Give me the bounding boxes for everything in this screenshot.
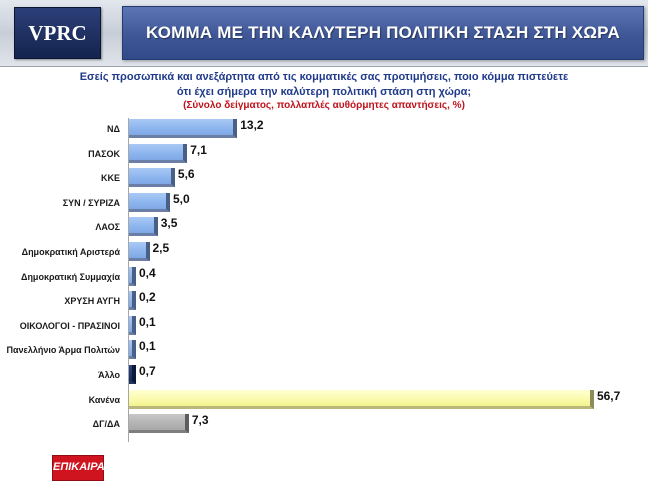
value-label: 5,0 <box>173 191 190 206</box>
category-label: Κανένα <box>88 394 120 405</box>
logo-text: VPRC <box>28 21 87 45</box>
value-label: 0,4 <box>139 265 156 280</box>
bar <box>129 340 136 360</box>
category-label: ΛΑΟΣ <box>95 222 120 233</box>
value-label: 2,5 <box>152 241 170 255</box>
bar <box>129 315 136 335</box>
title-banner: ΚΟΜΜΑ ΜΕ ΤΗΝ ΚΑΛΥΤΕΡΗ ΠΟΛΙΤΙΚΗ ΣΤΑΣΗ ΣΤΗ… <box>122 6 644 60</box>
category-label: ΔΓ/ΔΑ <box>92 419 120 430</box>
category-label: ΠΑΣΟΚ <box>88 148 120 159</box>
bar <box>129 192 170 212</box>
value-label: 0,1 <box>139 339 156 354</box>
value-label: 7,3 <box>191 413 209 428</box>
bar <box>129 291 136 311</box>
category-label: ΚΚΕ <box>100 173 120 184</box>
sample-note: (Σύνολο δείγματος, πολλαπλές αυθόρμητες … <box>183 100 465 111</box>
category-label: Δημοκρατική Συμμαχία <box>20 271 120 282</box>
bar <box>129 414 189 434</box>
category-label: ΟΙΚΟΛΟΓΟΙ - ΠΡΑΣΙΝΟΙ <box>19 320 120 331</box>
value-label: 3,5 <box>160 216 178 231</box>
category-label: ΣΥΝ / ΣΥΡΙΖΑ <box>62 197 120 208</box>
page-title: ΚΟΜΜΑ ΜΕ ΤΗΝ ΚΑΛΥΤΕΡΗ ΠΟΛΙΤΙΚΗ ΣΤΑΣΗ ΣΤΗ… <box>146 23 620 42</box>
value-label: 0,2 <box>139 290 156 305</box>
category-axis-line <box>128 118 129 442</box>
category-label: ΝΔ <box>107 124 120 134</box>
vprc-logo: VPRC <box>14 7 101 59</box>
header-band: VPRC ΚΟΜΜΑ ΜΕ ΤΗΝ ΚΑΛΥΤΕΡΗ ΠΟΛΙΤΙΚΗ ΣΤΑΣ… <box>0 0 648 67</box>
bar <box>129 168 175 188</box>
value-label: 7,1 <box>190 142 207 157</box>
question-line-1: Εσείς προσωπικά και ανεξάρτητα από τις κ… <box>79 71 569 83</box>
epikaira-logo: ΕΠΙΚΑΙΡΑ <box>52 455 105 481</box>
value-label: 0,7 <box>139 364 156 378</box>
footer-logo-text: ΕΠΙΚΑΙΡΑ <box>53 461 105 473</box>
value-label: 13,2 <box>240 118 264 132</box>
category-label: Πανελλήνιο Άρμα Πολιτών <box>6 345 120 356</box>
value-label: 0,1 <box>139 314 156 329</box>
bar <box>129 217 158 237</box>
bar <box>129 389 594 409</box>
category-label: Άλλο <box>98 370 120 380</box>
value-label: 56,7 <box>596 388 621 403</box>
category-label: ΧΡΥΣΗ ΑΥΓΗ <box>64 296 120 307</box>
bar <box>129 143 188 163</box>
bar <box>129 365 136 384</box>
category-label: Δημοκρατική Αριστερά <box>21 247 120 257</box>
bar <box>129 266 136 286</box>
question-line-2: ότι έχει σήμερα την καλύτερη πολιτική στ… <box>176 86 472 98</box>
bar <box>129 242 150 261</box>
value-label: 5,6 <box>177 167 195 182</box>
bar <box>129 119 238 138</box>
